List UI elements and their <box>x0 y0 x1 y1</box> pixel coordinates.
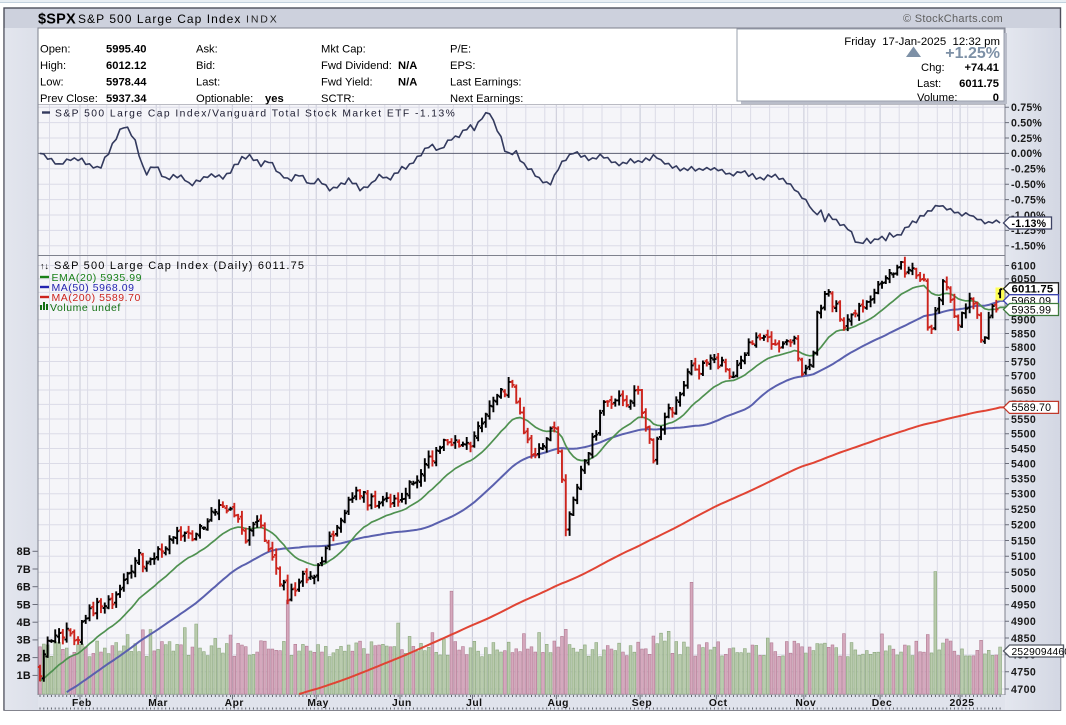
svg-text:5750: 5750 <box>1011 356 1036 368</box>
svg-text:4950: 4950 <box>1011 600 1036 612</box>
svg-text:+74.41: +74.41 <box>964 62 999 74</box>
svg-text:8B: 8B <box>17 546 31 558</box>
svg-text:SCTR:: SCTR: <box>321 93 355 105</box>
svg-text:5995.40: 5995.40 <box>106 44 146 56</box>
svg-text:N/A: N/A <box>398 77 417 89</box>
svg-text:© StockCharts.com: © StockCharts.com <box>903 13 1003 25</box>
svg-text:Last Earnings:: Last Earnings: <box>450 77 522 89</box>
svg-text:3B: 3B <box>17 635 31 647</box>
svg-text:Jul: Jul <box>466 698 482 709</box>
svg-text:7B: 7B <box>17 564 31 576</box>
svg-text:5B: 5B <box>17 599 31 611</box>
svg-text:Last:: Last: <box>917 78 941 90</box>
svg-text:S&P 500 Large Cap Index: S&P 500 Large Cap Index <box>78 12 241 26</box>
svg-text:N/A: N/A <box>398 60 417 72</box>
svg-text:Sep: Sep <box>632 698 652 709</box>
svg-text:6100: 6100 <box>1011 260 1036 272</box>
svg-text:2025: 2025 <box>950 698 975 709</box>
svg-text:Low:: Low: <box>40 77 64 89</box>
svg-text:Mar: Mar <box>148 698 168 709</box>
svg-text:4900: 4900 <box>1011 616 1036 628</box>
svg-text:5400: 5400 <box>1011 458 1036 470</box>
svg-text:0.75%: 0.75% <box>1011 102 1042 114</box>
svg-text:5450: 5450 <box>1011 443 1036 455</box>
svg-text:5700: 5700 <box>1011 371 1036 383</box>
svg-text:-0.25%: -0.25% <box>1011 164 1046 176</box>
svg-text:5589.70: 5589.70 <box>1012 402 1052 414</box>
svg-text:Open:: Open: <box>40 44 70 56</box>
svg-text:5500: 5500 <box>1011 429 1036 441</box>
svg-text:INDX: INDX <box>246 14 279 26</box>
svg-text:Fwd Yield:: Fwd Yield: <box>321 77 373 89</box>
svg-text:6012.12: 6012.12 <box>106 60 146 72</box>
svg-text:Aug: Aug <box>547 698 569 709</box>
svg-text:Bid:: Bid: <box>196 60 215 72</box>
svg-text:Chg:: Chg: <box>921 62 945 74</box>
svg-text:-0.75%: -0.75% <box>1011 194 1046 206</box>
svg-text:5800: 5800 <box>1011 342 1036 354</box>
svg-text:Volume undef: Volume undef <box>50 302 121 314</box>
svg-text:5250: 5250 <box>1011 504 1036 516</box>
svg-text:5200: 5200 <box>1011 520 1036 532</box>
svg-text:yes: yes <box>265 93 284 105</box>
svg-text:High:: High: <box>40 60 66 72</box>
svg-text:5350: 5350 <box>1011 473 1036 485</box>
svg-text:4850: 4850 <box>1011 633 1036 645</box>
svg-text:Oct: Oct <box>709 698 728 709</box>
svg-text:4B: 4B <box>17 617 31 629</box>
svg-text:-0.50%: -0.50% <box>1011 179 1046 191</box>
svg-text:$SPX: $SPX <box>38 12 76 28</box>
svg-text:5550: 5550 <box>1011 414 1036 426</box>
svg-text:5050: 5050 <box>1011 567 1036 579</box>
svg-text:6B: 6B <box>17 582 31 594</box>
svg-text:+1.25%: +1.25% <box>945 45 1000 62</box>
svg-text:May: May <box>307 698 329 709</box>
svg-text:S&P 500 Large Cap Index (Daily: S&P 500 Large Cap Index (Daily) 6011.75 <box>54 260 305 272</box>
svg-text:S&P 500 Large Cap Index/Vangua: S&P 500 Large Cap Index/Vanguard Total S… <box>55 109 456 120</box>
svg-text:0.50%: 0.50% <box>1011 117 1042 129</box>
svg-text:Volume:: Volume: <box>917 92 957 104</box>
svg-text:5300: 5300 <box>1011 489 1036 501</box>
svg-text:6011.75: 6011.75 <box>1012 284 1054 296</box>
svg-text:-1.13%: -1.13% <box>1012 218 1047 230</box>
svg-text:↑↓: ↑↓ <box>40 261 49 271</box>
svg-text:Fwd Dividend:: Fwd Dividend: <box>321 60 392 72</box>
svg-text:2B: 2B <box>17 652 31 664</box>
svg-text:5937.34: 5937.34 <box>106 93 147 105</box>
svg-text:Last:: Last: <box>196 77 220 89</box>
svg-text:Ask:: Ask: <box>196 44 218 56</box>
svg-text:Dec: Dec <box>872 698 892 709</box>
svg-text:5650: 5650 <box>1011 385 1036 397</box>
svg-text:2529094460: 2529094460 <box>1012 647 1066 658</box>
svg-text:P/E:: P/E: <box>450 44 471 56</box>
svg-text:Nov: Nov <box>795 698 816 709</box>
svg-text:5978.44: 5978.44 <box>106 77 147 89</box>
svg-text:0.25%: 0.25% <box>1011 133 1042 145</box>
svg-text:-1.50%: -1.50% <box>1011 241 1046 253</box>
svg-text:1B: 1B <box>17 670 31 682</box>
svg-text:Feb: Feb <box>72 698 92 709</box>
svg-text:6011.75: 6011.75 <box>959 78 999 90</box>
svg-text:4750: 4750 <box>1011 667 1036 679</box>
svg-text:Prev Close:: Prev Close: <box>40 93 98 105</box>
svg-text:Next Earnings:: Next Earnings: <box>450 93 523 105</box>
svg-text:0: 0 <box>993 92 999 104</box>
svg-text:4700: 4700 <box>1011 684 1036 696</box>
svg-text:5150: 5150 <box>1011 535 1036 547</box>
svg-text:0.00%: 0.00% <box>1011 148 1042 160</box>
svg-text:5000: 5000 <box>1011 583 1036 595</box>
svg-text:Optionable:: Optionable: <box>196 93 253 105</box>
svg-text:Apr: Apr <box>225 698 244 709</box>
svg-text:5100: 5100 <box>1011 551 1036 563</box>
svg-text:Jun: Jun <box>392 698 412 709</box>
svg-text:Mkt Cap:: Mkt Cap: <box>321 44 366 56</box>
svg-text:EPS:: EPS: <box>450 60 476 72</box>
svg-text:5935.99: 5935.99 <box>1012 304 1052 316</box>
svg-text:5850: 5850 <box>1011 328 1036 340</box>
